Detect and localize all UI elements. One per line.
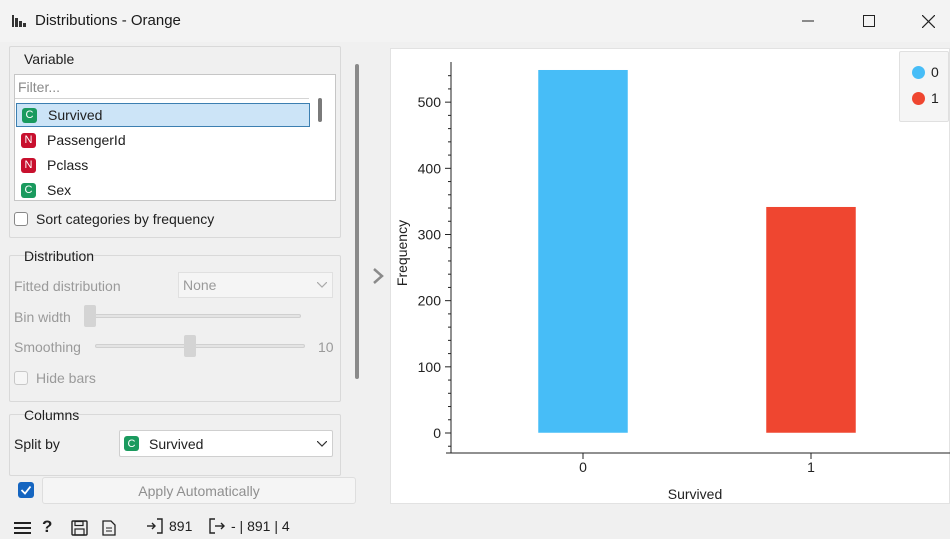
smoothing-slider[interactable] <box>95 344 305 348</box>
y-tick-label: 500 <box>418 94 442 110</box>
variable-group-title: Variable <box>24 51 75 67</box>
x-tick-label: 0 <box>579 459 587 475</box>
minimize-icon <box>802 20 814 22</box>
hide-bars-label: Hide bars <box>36 370 96 386</box>
variable-list-item[interactable]: C Sex <box>16 178 310 198</box>
fitted-distribution-label: Fitted distribution <box>14 278 121 294</box>
y-axis-title: Frequency <box>394 220 410 286</box>
legend-swatch <box>912 91 925 105</box>
sort-label: Sort categories by frequency <box>36 211 215 227</box>
hide-bars-option[interactable]: Hide bars <box>14 370 96 386</box>
variable-name: Sex <box>47 182 72 198</box>
variable-name: Survived <box>48 107 103 123</box>
fitted-distribution-value: None <box>183 277 217 293</box>
panel-splitter[interactable] <box>355 64 359 379</box>
hide-bars-checkbox[interactable] <box>14 371 28 385</box>
output-icon <box>209 518 225 534</box>
smoothing-value: 10 <box>318 339 334 355</box>
apply-automatically-checkbox[interactable] <box>18 482 34 498</box>
x-axis-title: Survived <box>668 486 722 502</box>
output-status: - | 891 | 4 <box>208 518 290 534</box>
legend-label: 0 <box>931 64 939 80</box>
bin-width-handle[interactable] <box>84 305 96 327</box>
distribution-group-title: Distribution <box>24 248 95 264</box>
smoothing-label: Smoothing <box>14 339 81 355</box>
numeric-type-icon: N <box>21 157 36 173</box>
variable-list-item[interactable]: N Pclass <box>16 153 310 177</box>
categorical-type-icon: C <box>21 182 36 198</box>
menu-icon[interactable] <box>14 521 31 535</box>
apply-automatically-button[interactable]: Apply Automatically <box>42 477 356 504</box>
maximize-icon <box>863 15 875 27</box>
chevron-down-icon <box>317 441 327 447</box>
sort-categories-option[interactable]: Sort categories by frequency <box>14 211 214 227</box>
window-title: Distributions - Orange <box>35 12 181 29</box>
status-bar <box>0 513 950 539</box>
y-tick-label: 300 <box>418 226 442 242</box>
histogram-chart: 0 100 200 300 400 500 0 1 Survived Frequency <box>394 62 950 502</box>
fitted-distribution-combo[interactable]: None <box>178 272 333 298</box>
chevron-down-icon <box>317 282 327 288</box>
bar-1 <box>765 206 857 434</box>
input-status: 891 <box>146 518 192 534</box>
variable-list-item[interactable]: C Survived <box>16 103 310 127</box>
smoothing-handle[interactable] <box>184 335 197 357</box>
bin-width-label: Bin width <box>14 309 71 325</box>
list-scrollbar[interactable] <box>318 98 322 122</box>
split-by-value: Survived <box>149 436 204 452</box>
save-icon[interactable] <box>71 520 88 536</box>
y-tick-label: 100 <box>418 359 442 375</box>
input-count: 891 <box>169 518 193 534</box>
checkmark-icon <box>20 485 32 495</box>
y-tick-label: 400 <box>418 160 442 176</box>
variable-list-item[interactable]: N PassengerId <box>16 128 310 152</box>
legend-item: 0 <box>900 59 948 85</box>
plot-area <box>390 48 950 504</box>
split-by-label: Split by <box>14 436 60 452</box>
x-tick-label: 1 <box>807 459 815 475</box>
split-by-combo[interactable]: C Survived <box>119 430 333 457</box>
columns-group-title: Columns <box>24 407 80 423</box>
sort-checkbox[interactable] <box>14 212 28 226</box>
legend-item: 1 <box>900 85 948 111</box>
histogram-icon <box>12 15 26 27</box>
categorical-type-icon: C <box>22 107 37 123</box>
variable-name: PassengerId <box>47 132 126 148</box>
output-summary: - | 891 | 4 <box>231 518 290 534</box>
legend-label: 1 <box>931 90 939 106</box>
input-icon <box>147 518 163 534</box>
bin-width-slider[interactable] <box>84 314 301 318</box>
y-tick-label: 200 <box>418 293 442 309</box>
legend-swatch <box>912 65 925 79</box>
y-tick-label: 0 <box>433 425 441 441</box>
filter-input[interactable] <box>15 75 309 99</box>
title-bar <box>0 0 950 42</box>
numeric-type-icon: N <box>21 132 36 148</box>
close-icon <box>921 14 935 28</box>
variable-name: Pclass <box>47 157 89 173</box>
categorical-type-icon: C <box>124 436 139 451</box>
bar-0 <box>537 69 629 434</box>
report-icon[interactable] <box>102 520 116 536</box>
close-button[interactable] <box>900 0 950 42</box>
minimize-button[interactable] <box>780 0 836 42</box>
chevron-right-icon[interactable] <box>372 268 384 284</box>
maximize-button[interactable] <box>841 0 897 42</box>
help-icon[interactable]: ? <box>42 517 53 536</box>
